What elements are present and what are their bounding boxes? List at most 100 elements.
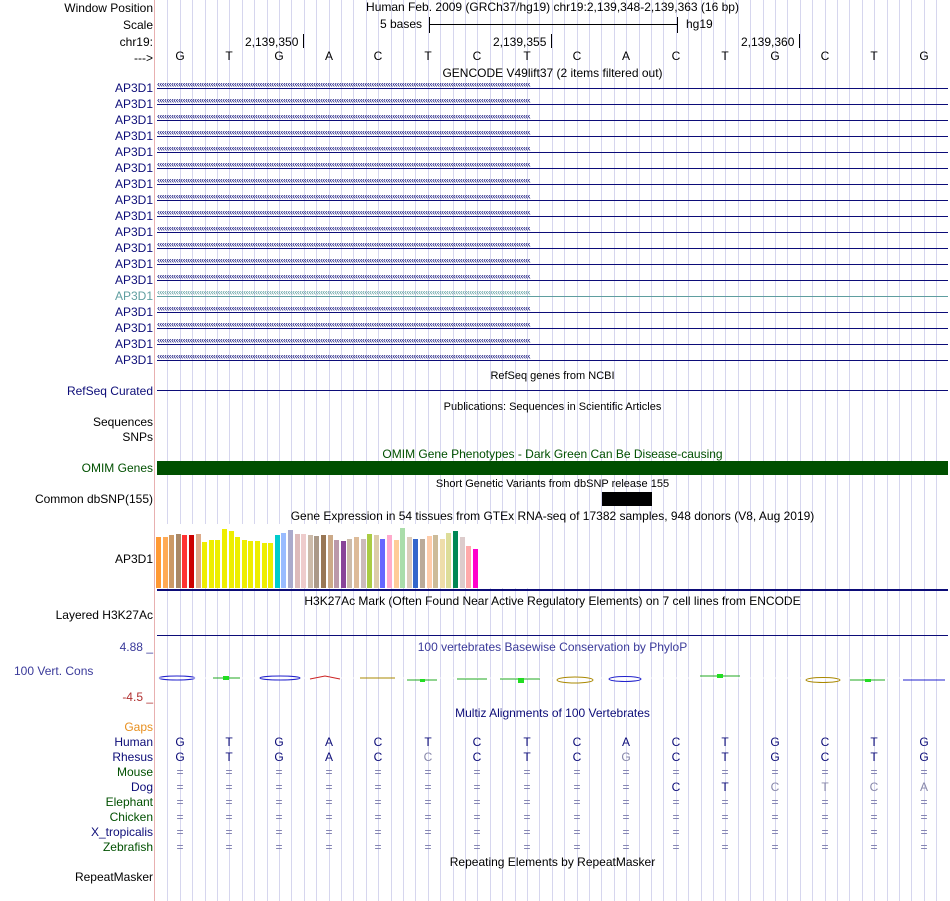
snps-label[interactable]: SNPs <box>122 430 153 444</box>
dbsnp-track-title[interactable]: Short Genetic Variants from dbSNP releas… <box>435 478 670 490</box>
transcript-feature[interactable]: ‹‹‹‹‹‹‹‹‹‹‹‹‹‹‹‹‹‹‹‹‹‹‹‹‹‹‹‹‹‹‹‹‹‹‹‹‹‹‹‹… <box>157 275 948 285</box>
repeatmasker-track-title[interactable]: Repeating Elements by RepeatMasker <box>449 855 656 869</box>
gtex-tissue-bar[interactable] <box>413 539 418 588</box>
phylop-wiggle[interactable] <box>155 668 950 690</box>
refseq-label[interactable]: RefSeq Curated <box>66 384 153 398</box>
gtex-tissue-bar[interactable] <box>394 540 399 588</box>
phylop-track-title[interactable]: 100 vertebrates Basewise Conservation by… <box>417 640 688 654</box>
transcript-feature[interactable]: ‹‹‹‹‹‹‹‹‹‹‹‹‹‹‹‹‹‹‹‹‹‹‹‹‹‹‹‹‹‹‹‹‹‹‹‹‹‹‹‹… <box>157 195 948 205</box>
gtex-tissue-bar[interactable] <box>367 534 372 588</box>
multiz-track-title[interactable]: Multiz Alignments of 100 Vertebrates <box>455 706 650 720</box>
gtex-tissue-bar[interactable] <box>301 534 306 588</box>
species-label[interactable]: Mouse <box>116 765 153 779</box>
gtex-tissue-bar[interactable] <box>262 543 267 588</box>
gtex-tissue-bar[interactable] <box>400 528 405 588</box>
transcript-label[interactable]: AP3D1 <box>114 289 153 303</box>
transcript-label[interactable]: AP3D1 <box>114 353 153 367</box>
gtex-tissue-bar[interactable] <box>169 535 174 588</box>
h3k27ac-label[interactable]: Layered H3K27Ac <box>55 608 153 622</box>
gtex-tissue-bar[interactable] <box>427 536 432 588</box>
gtex-tissue-bar[interactable] <box>176 534 181 588</box>
transcript-feature[interactable]: ‹‹‹‹‹‹‹‹‹‹‹‹‹‹‹‹‹‹‹‹‹‹‹‹‹‹‹‹‹‹‹‹‹‹‹‹‹‹‹‹… <box>157 323 948 333</box>
transcript-feature[interactable]: ‹‹‹‹‹‹‹‹‹‹‹‹‹‹‹‹‹‹‹‹‹‹‹‹‹‹‹‹‹‹‹‹‹‹‹‹‹‹‹‹… <box>157 131 948 141</box>
transcript-feature[interactable]: ‹‹‹‹‹‹‹‹‹‹‹‹‹‹‹‹‹‹‹‹‹‹‹‹‹‹‹‹‹‹‹‹‹‹‹‹‹‹‹‹… <box>157 291 948 301</box>
gtex-tissue-bar[interactable] <box>420 539 425 588</box>
transcript-label[interactable]: AP3D1 <box>114 193 153 207</box>
gencode-track-title[interactable]: GENCODE V49lift37 (2 items filtered out) <box>442 66 663 80</box>
gtex-tissue-bar[interactable] <box>446 533 451 588</box>
gtex-tissue-bar[interactable] <box>182 535 187 588</box>
transcript-label[interactable]: AP3D1 <box>114 273 153 287</box>
species-label[interactable]: Zebrafish <box>102 840 153 854</box>
transcript-feature[interactable]: ‹‹‹‹‹‹‹‹‹‹‹‹‹‹‹‹‹‹‹‹‹‹‹‹‹‹‹‹‹‹‹‹‹‹‹‹‹‹‹‹… <box>157 307 948 317</box>
transcript-label[interactable]: AP3D1 <box>114 209 153 223</box>
transcript-label[interactable]: AP3D1 <box>114 177 153 191</box>
refseq-track-title[interactable]: RefSeq genes from NCBI <box>490 370 615 382</box>
omim-label[interactable]: OMIM Genes <box>81 461 153 475</box>
phylop-label[interactable]: 100 Vert. Cons <box>14 664 94 678</box>
gtex-tissue-bar[interactable] <box>453 531 458 588</box>
gtex-tissue-bar[interactable] <box>209 540 214 588</box>
gtex-tissue-bar[interactable] <box>268 543 273 588</box>
gtex-tissue-bar[interactable] <box>196 534 201 588</box>
transcript-label[interactable]: AP3D1 <box>114 113 153 127</box>
omim-gene-bar[interactable] <box>157 461 948 475</box>
repeatmasker-label[interactable]: RepeatMasker <box>74 870 153 884</box>
transcript-label[interactable]: AP3D1 <box>114 241 153 255</box>
omim-track-title[interactable]: OMIM Gene Phenotypes - Dark Green Can Be… <box>382 447 723 461</box>
gtex-tissue-bar[interactable] <box>295 534 300 588</box>
gtex-tissue-bar[interactable] <box>473 549 478 588</box>
transcript-label[interactable]: AP3D1 <box>114 257 153 271</box>
gtex-tissue-bar[interactable] <box>275 535 280 588</box>
gtex-tissue-bar[interactable] <box>163 537 168 588</box>
sequences-label[interactable]: Sequences <box>92 415 153 429</box>
transcript-label[interactable]: AP3D1 <box>114 145 153 159</box>
transcript-feature[interactable]: ‹‹‹‹‹‹‹‹‹‹‹‹‹‹‹‹‹‹‹‹‹‹‹‹‹‹‹‹‹‹‹‹‹‹‹‹‹‹‹‹… <box>157 243 948 253</box>
gtex-tissue-bar[interactable] <box>248 541 253 588</box>
refseq-gene-line[interactable] <box>157 390 948 391</box>
species-label[interactable]: Rhesus <box>112 750 153 764</box>
transcript-label[interactable]: AP3D1 <box>114 305 153 319</box>
species-label[interactable]: X_tropicalis <box>90 825 153 839</box>
transcript-feature[interactable]: ‹‹‹‹‹‹‹‹‹‹‹‹‹‹‹‹‹‹‹‹‹‹‹‹‹‹‹‹‹‹‹‹‹‹‹‹‹‹‹‹… <box>157 355 948 365</box>
gtex-tissue-bar[interactable] <box>229 531 234 588</box>
gtex-tissue-bar[interactable] <box>407 537 412 588</box>
gtex-tissue-bar[interactable] <box>242 540 247 588</box>
species-label[interactable]: Chicken <box>109 810 153 824</box>
transcript-feature[interactable]: ‹‹‹‹‹‹‹‹‹‹‹‹‹‹‹‹‹‹‹‹‹‹‹‹‹‹‹‹‹‹‹‹‹‹‹‹‹‹‹‹… <box>157 179 948 189</box>
gtex-tissue-bar[interactable] <box>222 529 227 588</box>
gtex-label[interactable]: AP3D1 <box>114 552 153 566</box>
gtex-tissue-bar[interactable] <box>288 530 293 588</box>
transcript-feature[interactable]: ‹‹‹‹‹‹‹‹‹‹‹‹‹‹‹‹‹‹‹‹‹‹‹‹‹‹‹‹‹‹‹‹‹‹‹‹‹‹‹‹… <box>157 259 948 269</box>
transcript-label[interactable]: AP3D1 <box>114 225 153 239</box>
gtex-track-title[interactable]: Gene Expression in 54 tissues from GTEx … <box>290 509 815 523</box>
transcript-feature[interactable]: ‹‹‹‹‹‹‹‹‹‹‹‹‹‹‹‹‹‹‹‹‹‹‹‹‹‹‹‹‹‹‹‹‹‹‹‹‹‹‹‹… <box>157 99 948 109</box>
species-label[interactable]: Elephant <box>105 795 153 809</box>
transcript-feature[interactable]: ‹‹‹‹‹‹‹‹‹‹‹‹‹‹‹‹‹‹‹‹‹‹‹‹‹‹‹‹‹‹‹‹‹‹‹‹‹‹‹‹… <box>157 147 948 157</box>
transcript-feature[interactable]: ‹‹‹‹‹‹‹‹‹‹‹‹‹‹‹‹‹‹‹‹‹‹‹‹‹‹‹‹‹‹‹‹‹‹‹‹‹‹‹‹… <box>157 339 948 349</box>
gtex-tissue-bar[interactable] <box>374 535 379 588</box>
species-label[interactable]: Human <box>114 735 153 749</box>
transcript-label[interactable]: AP3D1 <box>114 81 153 95</box>
species-label[interactable]: Dog <box>130 780 153 794</box>
dbsnp-label[interactable]: Common dbSNP(155) <box>34 492 153 506</box>
transcript-feature[interactable]: ‹‹‹‹‹‹‹‹‹‹‹‹‹‹‹‹‹‹‹‹‹‹‹‹‹‹‹‹‹‹‹‹‹‹‹‹‹‹‹‹… <box>157 211 948 221</box>
transcript-feature[interactable]: ‹‹‹‹‹‹‹‹‹‹‹‹‹‹‹‹‹‹‹‹‹‹‹‹‹‹‹‹‹‹‹‹‹‹‹‹‹‹‹‹… <box>157 227 948 237</box>
transcript-label[interactable]: AP3D1 <box>114 337 153 351</box>
transcript-label[interactable]: AP3D1 <box>114 161 153 175</box>
gtex-tissue-bar[interactable] <box>202 542 207 588</box>
gtex-tissue-bar[interactable] <box>314 536 319 588</box>
gtex-tissue-bar[interactable] <box>361 539 366 588</box>
gtex-tissue-bar[interactable] <box>433 535 438 588</box>
gtex-tissue-bar[interactable] <box>341 541 346 588</box>
gtex-tissue-bar[interactable] <box>347 539 352 588</box>
gtex-tissue-bar[interactable] <box>255 541 260 588</box>
gtex-tissue-bar[interactable] <box>334 540 339 588</box>
gtex-tissue-bar[interactable] <box>308 535 313 588</box>
transcript-feature[interactable]: ‹‹‹‹‹‹‹‹‹‹‹‹‹‹‹‹‹‹‹‹‹‹‹‹‹‹‹‹‹‹‹‹‹‹‹‹‹‹‹‹… <box>157 163 948 173</box>
transcript-feature[interactable]: ‹‹‹‹‹‹‹‹‹‹‹‹‹‹‹‹‹‹‹‹‹‹‹‹‹‹‹‹‹‹‹‹‹‹‹‹‹‹‹‹… <box>157 83 948 93</box>
gtex-tissue-bar[interactable] <box>380 539 385 588</box>
gtex-tissue-bar[interactable] <box>440 539 445 588</box>
transcript-label[interactable]: AP3D1 <box>114 129 153 143</box>
